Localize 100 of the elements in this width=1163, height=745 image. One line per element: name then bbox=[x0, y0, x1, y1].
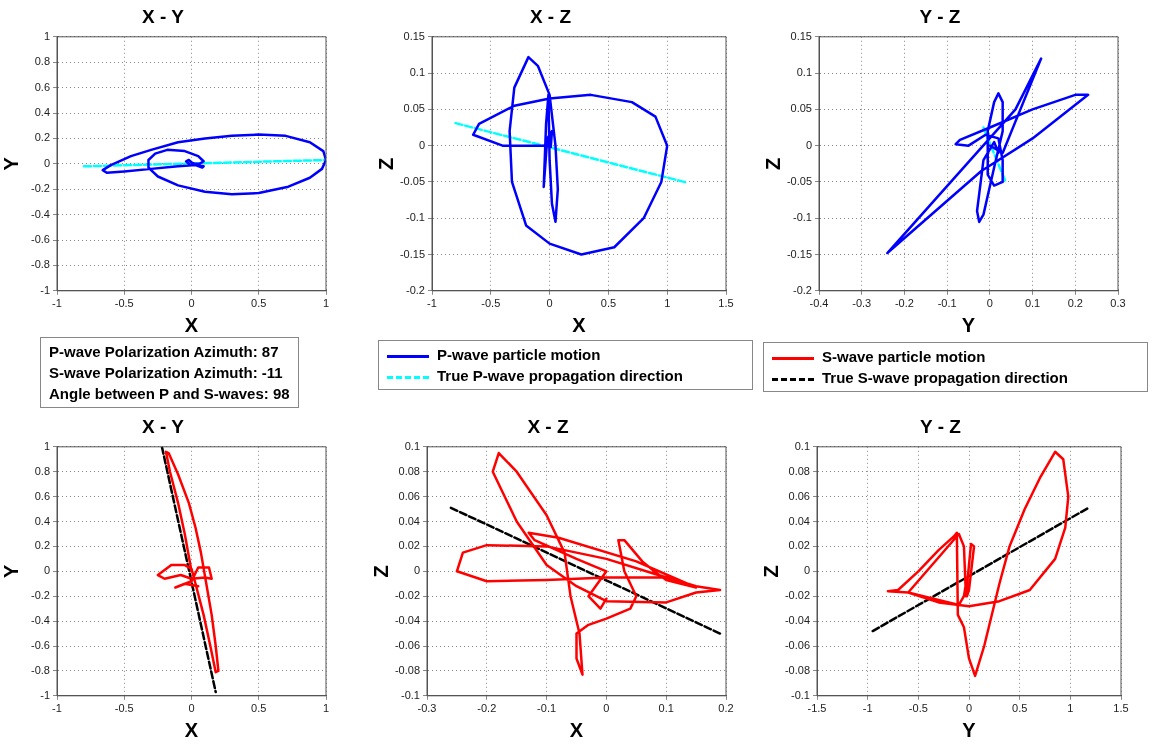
y-tick-label: -0.8 bbox=[31, 258, 50, 271]
x-axis-title: Y bbox=[962, 718, 977, 741]
y-tick-label: 0.1 bbox=[409, 66, 425, 79]
x-axis-title: X bbox=[569, 718, 584, 741]
y-tick-label: 0 bbox=[43, 564, 50, 577]
y-tick-label: 0.1 bbox=[796, 66, 812, 79]
y-axis-title: Z bbox=[759, 565, 782, 578]
y-tick-label: -0.6 bbox=[31, 639, 50, 652]
y-tick-label: -0.05 bbox=[786, 174, 812, 187]
y-tick-label: 0 bbox=[413, 564, 420, 577]
y-tick-label: -0.2 bbox=[793, 283, 812, 296]
y-tick-label: -0.4 bbox=[31, 207, 50, 220]
x-tick-label: -1 bbox=[52, 702, 62, 715]
chart-title: X - Z bbox=[527, 415, 569, 437]
x-axis-title: X bbox=[184, 313, 199, 336]
y-tick-label: -0.06 bbox=[784, 639, 810, 652]
x-tick-label: -0.1 bbox=[537, 702, 557, 715]
legend-label: True P-wave propagation direction bbox=[437, 367, 683, 384]
y-tick-label: -0.2 bbox=[31, 182, 50, 195]
y-tick-label: -0.1 bbox=[406, 211, 425, 224]
x-tick-label: -0.1 bbox=[937, 297, 957, 310]
x-tick-label: 0 bbox=[986, 297, 993, 310]
chart-title: Y - Z bbox=[919, 5, 961, 27]
y-tick-label: -0.15 bbox=[786, 247, 812, 260]
x-tick-label: 0.5 bbox=[251, 297, 267, 310]
y-tick-label: 0.15 bbox=[403, 29, 425, 42]
y-tick-label: 0.8 bbox=[34, 55, 50, 68]
y-tick-label: -0.02 bbox=[394, 589, 420, 602]
y-tick-label: 0.1 bbox=[404, 439, 420, 452]
legend-label: S-wave particle motion bbox=[822, 348, 986, 365]
y-tick-label: 0 bbox=[803, 564, 810, 577]
y-tick-label: -0.04 bbox=[784, 614, 810, 627]
x-tick-label: 0 bbox=[188, 702, 195, 715]
y-tick-label: 0 bbox=[43, 156, 50, 169]
chart-title: Y - Z bbox=[920, 415, 962, 437]
x-tick-label: 0 bbox=[546, 297, 553, 310]
y-tick-label: 0.6 bbox=[34, 80, 50, 93]
y-tick-label: 0.1 bbox=[794, 439, 810, 452]
y-axis-title: Y bbox=[0, 156, 22, 171]
chart-title: X - Y bbox=[142, 415, 185, 437]
x-tick-label: 0.1 bbox=[1024, 297, 1041, 310]
y-tick-label: -0.8 bbox=[31, 663, 50, 676]
legend-label: P-wave particle motion bbox=[437, 346, 601, 363]
x-tick-label: -0.3 bbox=[417, 702, 437, 715]
y-tick-label: 0.2 bbox=[34, 131, 50, 144]
x-tick-label: -0.5 bbox=[481, 297, 501, 310]
y-tick-label: -0.05 bbox=[399, 174, 425, 187]
y-axis-title: Y bbox=[0, 563, 22, 578]
y-axis-title: Z bbox=[374, 157, 397, 170]
y-tick-label: -1 bbox=[40, 283, 50, 296]
y-tick-label: -0.08 bbox=[394, 663, 420, 676]
y-tick-label: 0.6 bbox=[34, 489, 50, 502]
x-tick-label: 0.5 bbox=[600, 297, 617, 310]
y-tick-label: 0.15 bbox=[790, 29, 812, 42]
x-tick-label: -1.5 bbox=[807, 702, 827, 715]
y-tick-label: 0.2 bbox=[34, 539, 50, 552]
y-tick-label: -1 bbox=[40, 688, 50, 701]
x-axis-title: Y bbox=[961, 313, 976, 336]
y-tick-label: 0.4 bbox=[34, 106, 50, 119]
y-tick-label: 0.08 bbox=[398, 464, 420, 477]
x-tick-label: -0.5 bbox=[114, 297, 134, 310]
x-axis-title: X bbox=[572, 313, 587, 336]
x-tick-label: -0.2 bbox=[477, 702, 497, 715]
y-tick-label: 0.02 bbox=[788, 539, 810, 552]
x-tick-label: 1 bbox=[1067, 702, 1074, 715]
x-tick-label: 1.5 bbox=[1113, 702, 1129, 715]
x-tick-label: 0 bbox=[603, 702, 610, 715]
x-tick-label: -0.3 bbox=[852, 297, 872, 310]
x-tick-label: 0.1 bbox=[658, 702, 674, 715]
y-axis-title: Z bbox=[761, 157, 784, 170]
y-tick-label: -0.1 bbox=[791, 688, 810, 701]
x-tick-label: 0.3 bbox=[1110, 297, 1126, 310]
x-tick-label: -1 bbox=[52, 297, 62, 310]
text: P-wave Polarization Azimuth: 87 bbox=[49, 342, 280, 362]
y-axis-title: Z bbox=[369, 565, 392, 578]
x-tick-label: -0.5 bbox=[114, 702, 134, 715]
y-tick-label: 0.04 bbox=[398, 514, 420, 527]
y-tick-label: -0.08 bbox=[784, 663, 810, 676]
y-tick-label: 0.04 bbox=[788, 514, 810, 527]
y-tick-label: -0.4 bbox=[31, 614, 50, 627]
x-tick-label: 0.5 bbox=[1012, 702, 1028, 715]
x-tick-label: 0.5 bbox=[251, 702, 267, 715]
y-tick-label: 0 bbox=[805, 138, 812, 151]
y-tick-label: 0.8 bbox=[34, 464, 50, 477]
x-tick-label: -1 bbox=[862, 702, 873, 715]
x-tick-label: 0 bbox=[188, 297, 195, 310]
y-tick-label: -0.1 bbox=[793, 211, 812, 224]
x-tick-label: 1 bbox=[322, 297, 330, 310]
y-tick-label: -0.02 bbox=[784, 589, 810, 602]
y-tick-label: -0.15 bbox=[399, 247, 425, 260]
y-tick-label: 1 bbox=[43, 439, 50, 452]
y-tick-label: 0.4 bbox=[34, 514, 50, 527]
x-tick-label: 0.2 bbox=[1067, 297, 1083, 310]
x-tick-label: 1 bbox=[322, 702, 330, 715]
y-tick-label: 1 bbox=[43, 29, 50, 42]
y-tick-label: 0.06 bbox=[398, 489, 420, 502]
x-tick-label: 0 bbox=[965, 702, 973, 715]
x-tick-label: -1 bbox=[427, 297, 437, 310]
y-tick-label: -0.6 bbox=[31, 233, 50, 246]
x-tick-label: -0.2 bbox=[894, 297, 914, 310]
